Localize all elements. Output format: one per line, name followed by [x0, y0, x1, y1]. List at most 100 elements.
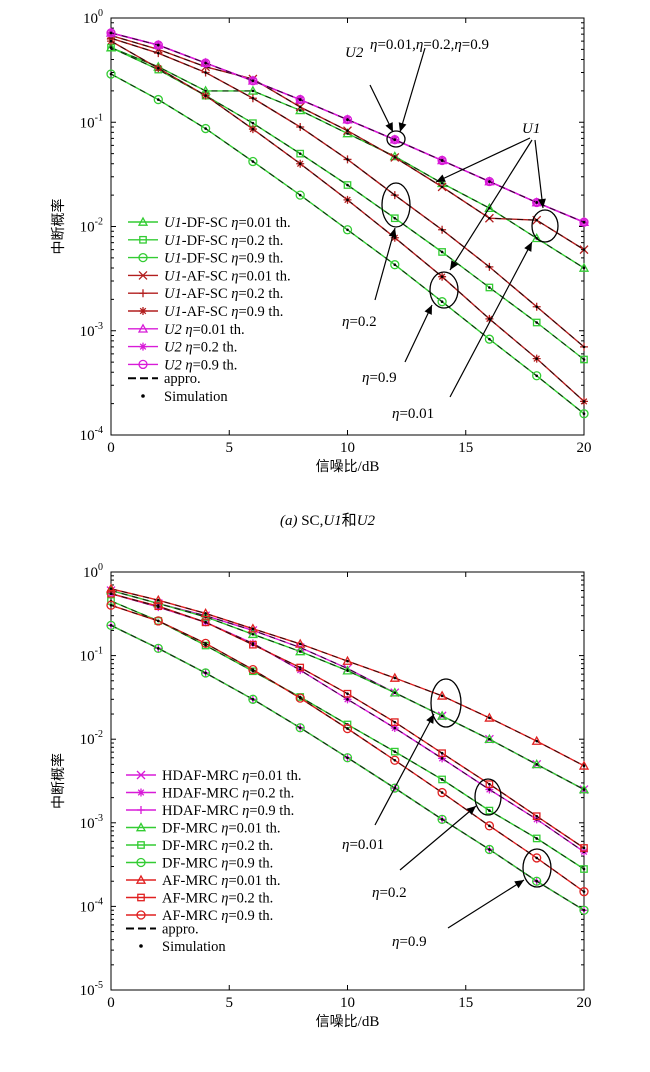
simulation-point: [251, 79, 255, 83]
annotation-ellipse: [474, 778, 502, 816]
legend-label: DF-MRC η=0.01 th.: [162, 821, 281, 837]
simulation-point: [251, 160, 255, 163]
simulation-point: [109, 72, 113, 76]
data-point: [532, 812, 541, 821]
data-point: [247, 623, 259, 633]
simulation-point: [582, 788, 586, 791]
simulation-point: [582, 890, 586, 893]
data-point: [201, 618, 210, 627]
simulation-point: [393, 758, 397, 762]
simulation-point: [298, 105, 302, 109]
simulation-point: [346, 183, 349, 187]
simulation-point: [298, 98, 302, 101]
y-tick-label: 10-2: [80, 729, 103, 748]
legend-label: U1-AF-SC η=0.2 th.: [164, 286, 283, 302]
legend-marker: [138, 270, 148, 280]
legend-label: U2 η=0.01 th.: [164, 322, 245, 338]
data-point: [295, 638, 306, 648]
simulation-point: [488, 216, 491, 220]
simulation-point: [157, 619, 160, 623]
simulation-point: [346, 756, 349, 760]
legend-label: HDAF-MRC η=0.2 th.: [162, 786, 294, 802]
y-tick-label: 10-1: [80, 646, 103, 665]
data-point: [484, 844, 495, 855]
simulation-point: [109, 624, 113, 627]
legend-label: HDAF-MRC η=0.9 th.: [162, 803, 294, 819]
data-point: [200, 638, 211, 649]
simulation-point: [440, 778, 444, 781]
legend-marker: [139, 944, 143, 948]
x-tick-label: 15: [458, 440, 473, 456]
data-point: [484, 334, 495, 344]
simulation-point: [346, 659, 349, 663]
simulation-point: [109, 31, 113, 35]
legend: HDAF-MRC η=0.01 th. HDAF-MRC η=0.2 th.HDA…: [126, 768, 301, 955]
data-point: [437, 787, 447, 798]
simulation-point: [535, 305, 538, 309]
simulation-point: [535, 763, 538, 766]
simulation-point: [440, 159, 444, 162]
simulation-point: [346, 118, 349, 121]
data-point: [437, 814, 447, 824]
x-axis-label: 信噪比/dB: [316, 1014, 380, 1030]
approx-line: [110, 73, 585, 415]
simulation-point: [488, 265, 491, 269]
simulation-point: [204, 612, 207, 615]
simulation-point: [440, 751, 444, 755]
data-point: [438, 248, 446, 256]
simulation-point: [393, 676, 397, 680]
simulation-point: [204, 94, 207, 97]
data-point: [200, 608, 211, 618]
data-point: [580, 355, 588, 364]
simulation-point: [440, 757, 444, 760]
data-point: [390, 214, 399, 223]
data-point: [295, 646, 306, 656]
legend-marker: [138, 359, 148, 370]
data-point: [342, 723, 353, 734]
simulation-point: [440, 818, 444, 821]
annotation-arrow: [447, 879, 525, 929]
y-tick-label: 10-4: [80, 425, 103, 444]
simulation-point: [535, 201, 538, 204]
simulation-point: [204, 642, 207, 645]
data-point: [484, 712, 495, 722]
simulation-point: [488, 337, 491, 341]
data-point: [390, 783, 400, 793]
simulation-point: [535, 879, 538, 883]
data-point: [578, 784, 590, 794]
simulation-point: [535, 856, 538, 860]
simulation-point: [251, 89, 255, 93]
simulation-point: [582, 400, 586, 403]
data-point: [580, 865, 588, 873]
data-point: [295, 723, 305, 733]
simulation-point: [251, 632, 255, 636]
data-point: [200, 58, 211, 68]
simulation-point: [346, 228, 349, 232]
simulation-point: [298, 152, 302, 155]
annotations: η=0.01 η=0.2 η=0.9: [342, 678, 552, 950]
arrow-head: [385, 122, 393, 132]
legend-marker: [137, 893, 145, 902]
data-point: [343, 689, 352, 698]
chart-b: 0 5 10 15 20 100 10-1 10-2 10-3 10-4 10-5 信噪比/dB 中断概…: [50, 562, 592, 1030]
legend-marker: [141, 394, 145, 398]
simulation-point: [488, 180, 491, 183]
simulation-point: [204, 61, 207, 65]
legend-marker: [138, 252, 148, 263]
simulation-point: [157, 43, 160, 47]
arrow-head: [426, 714, 434, 724]
simulation-point: [298, 726, 302, 730]
data-point: [437, 155, 447, 166]
simulation-point: [488, 848, 491, 851]
legend-marker: [139, 342, 147, 351]
data-point: [342, 665, 353, 675]
legend-label: DF-MRC η=0.2 th.: [162, 838, 273, 854]
simulation-point: [157, 598, 160, 602]
data-point: [532, 876, 542, 886]
simulation-point: [298, 642, 302, 646]
simulation-point: [346, 158, 349, 161]
simulation-point: [157, 98, 160, 101]
simulation-point: [109, 46, 113, 49]
simulation-point: [346, 698, 349, 701]
data-point: [390, 747, 399, 756]
